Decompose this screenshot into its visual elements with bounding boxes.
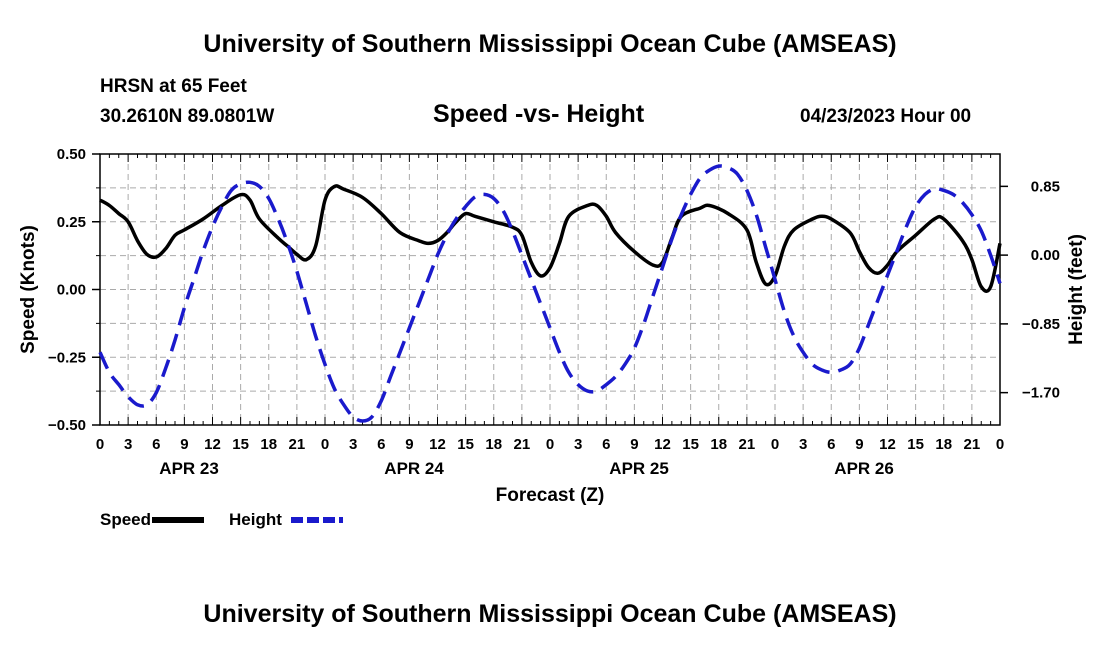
- x-tick-label: 21: [289, 436, 306, 453]
- x-tick-label: 18: [485, 436, 502, 453]
- x-tick-label: 18: [710, 436, 727, 453]
- y2-tick-label: 0.85: [1031, 178, 1060, 195]
- x-tick-label: 0: [96, 436, 104, 453]
- x-tick-label: 0: [546, 436, 554, 453]
- grid-lines: [100, 154, 1000, 425]
- y-tick-label: 0.50: [57, 146, 86, 163]
- x-tick-label: 21: [739, 436, 756, 453]
- series-line-height: [98, 164, 1002, 423]
- page-title-bottom: University of Southern Mississippi Ocean…: [203, 600, 897, 628]
- page-title-top: University of Southern Mississippi Ocean…: [203, 30, 897, 58]
- station-label: HRSN at 65 Feet: [100, 76, 247, 97]
- y-tick-label: 0.25: [57, 214, 86, 231]
- y-axis-title: Speed (Knots): [18, 225, 39, 354]
- coordinates-label: 30.2610N 89.0801W: [100, 106, 275, 127]
- x-day-label: APR 24: [384, 459, 444, 478]
- x-tick-label: 9: [855, 436, 863, 453]
- x-tick-label: 21: [514, 436, 531, 453]
- forecast-date: 04/23/2023 Hour 00: [800, 106, 972, 127]
- x-tick-label: 0: [321, 436, 329, 453]
- x-tick-label: 6: [152, 436, 160, 453]
- legend-label-height: Height: [229, 510, 282, 529]
- x-tick-label: 6: [602, 436, 610, 453]
- x-tick-label: 3: [124, 436, 132, 453]
- x-tick-label: 3: [349, 436, 357, 453]
- x-tick-label: 9: [405, 436, 413, 453]
- y-tick-label: −0.25: [48, 349, 86, 366]
- x-tick-label: 15: [907, 436, 924, 453]
- x-tick-label: 12: [429, 436, 446, 453]
- x-tick-label: 6: [377, 436, 385, 453]
- y2-axis-title: Height (feet): [1066, 234, 1087, 345]
- x-day-label: APR 26: [834, 459, 894, 478]
- x-tick-label: 9: [630, 436, 638, 453]
- x-tick-label: 18: [935, 436, 952, 453]
- x-tick-label: 12: [654, 436, 671, 453]
- x-tick-label: 6: [827, 436, 835, 453]
- y2-tick-label: −0.85: [1022, 316, 1060, 333]
- x-tick-label: 12: [204, 436, 221, 453]
- x-tick-label: 3: [799, 436, 807, 453]
- x-tick-label: 15: [457, 436, 474, 453]
- x-tick-label: 12: [879, 436, 896, 453]
- series-line-speed: [99, 184, 1002, 293]
- x-tick-label: 18: [260, 436, 277, 453]
- x-tick-label: 15: [682, 436, 699, 453]
- x-tick-label: 9: [180, 436, 188, 453]
- y2-tick-label: −1.70: [1022, 385, 1060, 402]
- y-tick-label: 0.00: [57, 282, 86, 299]
- chart-title: Speed -vs- Height: [433, 100, 645, 128]
- x-tick-label: 15: [232, 436, 249, 453]
- x-axis-title: Forecast (Z): [496, 485, 605, 506]
- y-tick-label: −0.50: [48, 417, 86, 434]
- x-tick-label: 3: [574, 436, 582, 453]
- y2-tick-label: 0.00: [1031, 247, 1060, 264]
- x-tick-label: 0: [771, 436, 779, 453]
- x-day-label: APR 23: [159, 459, 219, 478]
- x-day-label: APR 25: [609, 459, 669, 478]
- x-tick-label: 21: [964, 436, 981, 453]
- legend-label-speed: Speed: [100, 510, 151, 529]
- x-tick-label: 0: [996, 436, 1004, 453]
